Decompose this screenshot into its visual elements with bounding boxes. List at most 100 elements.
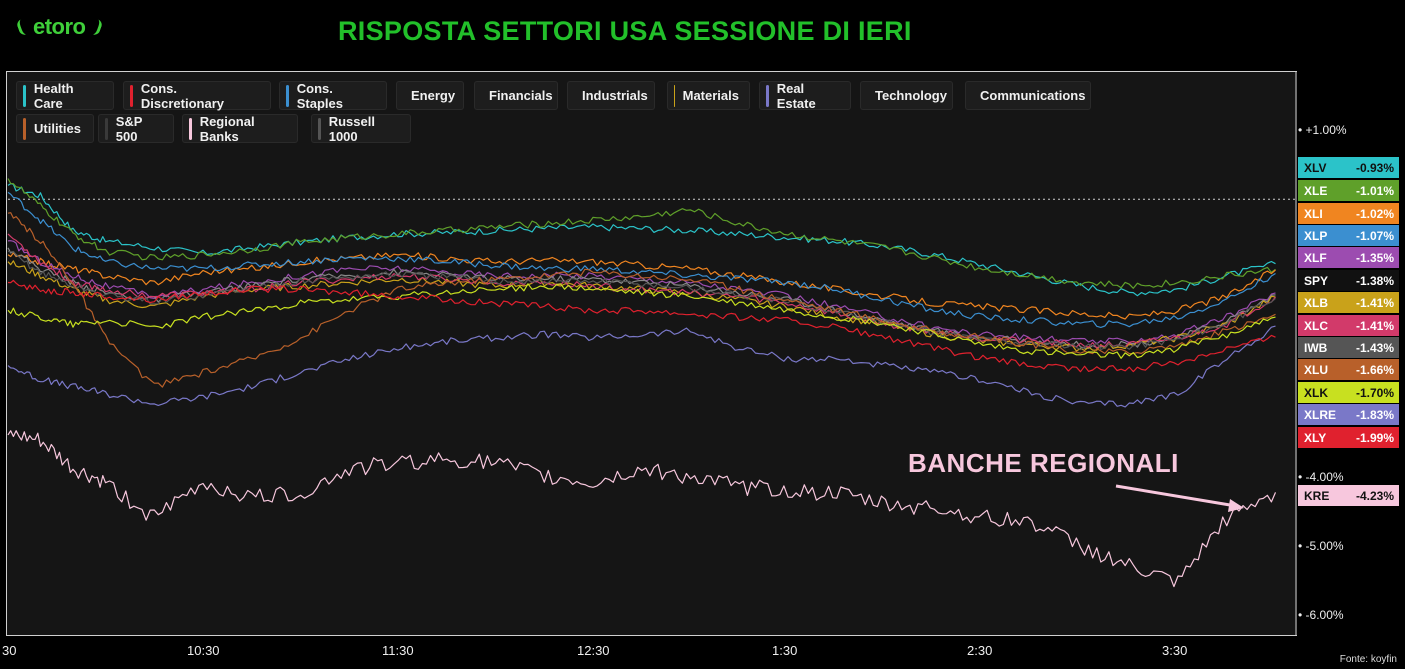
value-tag-xlv: XLV -0.93% bbox=[1298, 157, 1399, 178]
legend-label: Cons. Staples bbox=[296, 80, 344, 111]
legend-label: Real Estate bbox=[776, 80, 816, 111]
x-tick-label: 1:30 bbox=[772, 643, 798, 658]
tag-ticker: IWB bbox=[1304, 340, 1328, 355]
series-line-xlk bbox=[7, 283, 1276, 359]
value-tag-xlc: XLC -1.41% bbox=[1298, 315, 1399, 336]
legend-item[interactable]: Materials bbox=[667, 81, 750, 110]
value-tag-kre: KRE -4.23% bbox=[1298, 485, 1399, 506]
legend-item[interactable]: Real Estate bbox=[759, 80, 851, 111]
tag-value: -1.41% bbox=[1355, 295, 1394, 310]
tag-ticker: XLE bbox=[1304, 183, 1328, 198]
value-tag-xli: XLI -1.02% bbox=[1298, 203, 1399, 224]
legend-swatch bbox=[318, 117, 321, 140]
legend-item[interactable]: Cons. Staples bbox=[279, 80, 387, 111]
tag-ticker: KRE bbox=[1304, 488, 1330, 503]
legend-item[interactable]: Health Care bbox=[16, 80, 114, 111]
legend-label: S&P 500 bbox=[115, 113, 143, 144]
tag-value: -1.83% bbox=[1355, 407, 1394, 422]
y-tick-label: • -6.00% bbox=[1298, 608, 1344, 623]
chart-panel bbox=[6, 71, 1297, 636]
tag-value: -0.93% bbox=[1355, 160, 1394, 175]
series-line-iwb bbox=[7, 250, 1276, 351]
legend-item[interactable]: Utilities bbox=[16, 114, 94, 143]
tag-ticker: XLF bbox=[1304, 250, 1327, 265]
legend-label: Technology bbox=[875, 88, 947, 103]
legend-swatch bbox=[189, 117, 192, 140]
series-line-xlv bbox=[7, 183, 1276, 297]
series-line-kre bbox=[7, 430, 1277, 588]
y-tick-label: • +1.00% bbox=[1298, 123, 1347, 137]
legend-item[interactable]: S&P 500 bbox=[98, 113, 174, 144]
legend-swatch bbox=[130, 84, 133, 107]
legend-label: Energy bbox=[411, 88, 456, 103]
legend-item[interactable]: Financials bbox=[474, 81, 558, 110]
annotation-label: BANCHE REGIONALI bbox=[908, 448, 1179, 478]
tag-value: -1.38% bbox=[1355, 273, 1394, 288]
value-tag-iwb: IWB -1.43% bbox=[1298, 337, 1399, 358]
tag-ticker: XLI bbox=[1304, 206, 1323, 221]
tag-value: -1.02% bbox=[1355, 206, 1394, 221]
value-tag-xlb: XLB -1.41% bbox=[1298, 292, 1399, 313]
value-tag-xlu: XLU -1.66% bbox=[1298, 359, 1399, 380]
legend-label: Communications bbox=[980, 88, 1086, 103]
series-line-xli bbox=[7, 252, 1276, 320]
tag-value: -1.99% bbox=[1355, 430, 1394, 445]
series-line-xlc bbox=[7, 233, 1276, 349]
legend-swatch bbox=[674, 84, 675, 107]
series-line-xlre bbox=[7, 325, 1276, 408]
tag-ticker: SPY bbox=[1304, 273, 1329, 288]
x-tick-label: 3:30 bbox=[1162, 643, 1188, 658]
tag-ticker: XLK bbox=[1304, 385, 1328, 400]
legend-item[interactable]: Regional Banks bbox=[182, 113, 298, 144]
legend-label: Industrials bbox=[582, 88, 648, 103]
series-line-xly bbox=[7, 279, 1276, 373]
tag-value: -1.41% bbox=[1355, 318, 1394, 333]
value-tag-xle: XLE -1.01% bbox=[1298, 180, 1399, 201]
tag-value: -1.07% bbox=[1355, 228, 1394, 243]
tag-value: -1.01% bbox=[1355, 183, 1394, 198]
page-title: RISPOSTA SETTORI USA SESSIONE DI IERI bbox=[338, 16, 912, 46]
tag-ticker: XLU bbox=[1304, 362, 1328, 377]
tag-value: -1.70% bbox=[1355, 385, 1394, 400]
legend-label: Russell 1000 bbox=[328, 113, 375, 144]
tag-value: -1.43% bbox=[1355, 340, 1394, 355]
series-line-xle bbox=[7, 178, 1276, 289]
x-tick-label: 10:30 bbox=[187, 643, 220, 658]
series-line-xlp bbox=[7, 191, 1276, 328]
annotation-arrow bbox=[1115, 484, 1237, 508]
legend-swatch bbox=[23, 84, 26, 107]
y-tick-label: • -5.00% bbox=[1298, 538, 1344, 553]
value-tag-xly: XLY -1.99% bbox=[1298, 427, 1399, 448]
x-tick-label: 12:30 bbox=[577, 643, 610, 658]
tag-value: -1.35% bbox=[1355, 250, 1394, 265]
value-tag-xlf: XLF -1.35% bbox=[1298, 247, 1399, 268]
legend-swatch bbox=[286, 84, 289, 107]
legend-item[interactable]: Energy bbox=[396, 81, 464, 110]
value-tag-spy: SPY -1.38% bbox=[1298, 270, 1399, 291]
legend-item[interactable]: Communications bbox=[965, 81, 1091, 110]
series-line-spy bbox=[7, 247, 1276, 349]
x-tick-label: 2:30 bbox=[967, 643, 993, 658]
x-tick-label: 11:30 bbox=[382, 643, 414, 658]
tag-value: -1.66% bbox=[1355, 362, 1394, 377]
value-tag-xlp: XLP -1.07% bbox=[1298, 225, 1399, 246]
legend-item[interactable]: Russell 1000 bbox=[311, 113, 411, 144]
legend-label: Health Care bbox=[33, 80, 74, 111]
tag-ticker: XLC bbox=[1304, 318, 1328, 333]
legend-label: Utilities bbox=[34, 121, 81, 136]
legend-label: Cons. Discretionary bbox=[140, 80, 224, 111]
legend-label: Financials bbox=[489, 88, 553, 103]
legend-label: Regional Banks bbox=[199, 113, 255, 144]
tag-ticker: XLY bbox=[1304, 430, 1327, 445]
legend-item[interactable]: Cons. Discretionary bbox=[123, 80, 271, 111]
legend-label: Materials bbox=[682, 88, 739, 103]
tag-ticker: XLB bbox=[1304, 295, 1328, 310]
annotation-arrowhead-icon bbox=[1228, 499, 1244, 512]
legend-item[interactable]: Industrials bbox=[567, 81, 655, 110]
tag-value: -4.23% bbox=[1355, 488, 1394, 503]
series-line-xlu bbox=[7, 212, 1276, 388]
tag-ticker: XLP bbox=[1304, 228, 1328, 243]
legend-item[interactable]: Technology bbox=[860, 81, 953, 110]
tag-ticker: XLV bbox=[1304, 160, 1327, 175]
